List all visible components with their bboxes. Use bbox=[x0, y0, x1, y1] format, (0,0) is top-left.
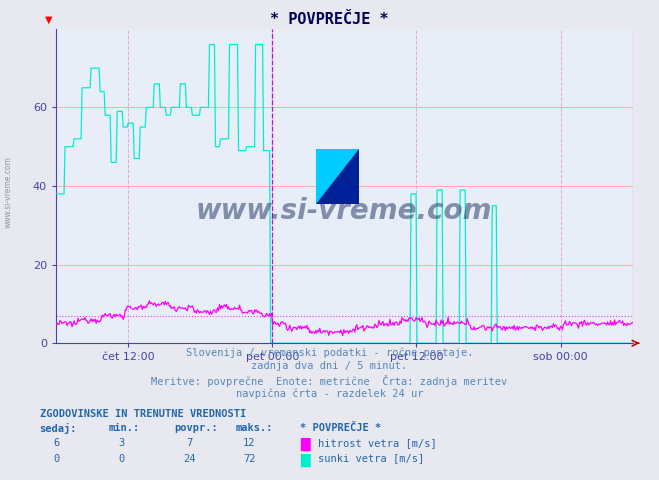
Text: 12: 12 bbox=[243, 438, 255, 448]
Text: min.:: min.: bbox=[109, 423, 140, 433]
Text: Meritve: povprečne  Enote: metrične  Črta: zadnja meritev: Meritve: povprečne Enote: metrične Črta:… bbox=[152, 375, 507, 387]
Text: 72: 72 bbox=[243, 454, 255, 464]
Text: 0: 0 bbox=[53, 454, 59, 464]
Text: 3: 3 bbox=[119, 438, 125, 448]
Text: █: █ bbox=[300, 454, 310, 467]
Text: sedaj:: sedaj: bbox=[40, 423, 77, 434]
Text: * POVPREČJE *: * POVPREČJE * bbox=[300, 423, 381, 433]
Text: www.si-vreme.com: www.si-vreme.com bbox=[3, 156, 13, 228]
Polygon shape bbox=[316, 149, 359, 204]
Text: ZGODOVINSKE IN TRENUTNE VREDNOSTI: ZGODOVINSKE IN TRENUTNE VREDNOSTI bbox=[40, 409, 246, 419]
Text: █: █ bbox=[300, 438, 310, 451]
Text: maks.:: maks.: bbox=[236, 423, 273, 433]
Text: ▼: ▼ bbox=[45, 15, 53, 25]
Text: www.si-vreme.com: www.si-vreme.com bbox=[196, 197, 492, 225]
Text: 24: 24 bbox=[184, 454, 196, 464]
Text: Slovenija / vremenski podatki - ročne postaje.: Slovenija / vremenski podatki - ročne po… bbox=[186, 348, 473, 359]
Text: sunki vetra [m/s]: sunki vetra [m/s] bbox=[318, 454, 424, 464]
Text: 0: 0 bbox=[119, 454, 125, 464]
Text: zadnja dva dni / 5 minut.: zadnja dva dni / 5 minut. bbox=[251, 361, 408, 372]
Text: hitrost vetra [m/s]: hitrost vetra [m/s] bbox=[318, 438, 437, 448]
Text: * POVPREČJE *: * POVPREČJE * bbox=[270, 12, 389, 27]
Text: povpr.:: povpr.: bbox=[175, 423, 218, 433]
Text: 6: 6 bbox=[53, 438, 59, 448]
Text: navpična črta - razdelek 24 ur: navpična črta - razdelek 24 ur bbox=[236, 388, 423, 399]
Polygon shape bbox=[316, 149, 359, 204]
Text: 7: 7 bbox=[186, 438, 193, 448]
